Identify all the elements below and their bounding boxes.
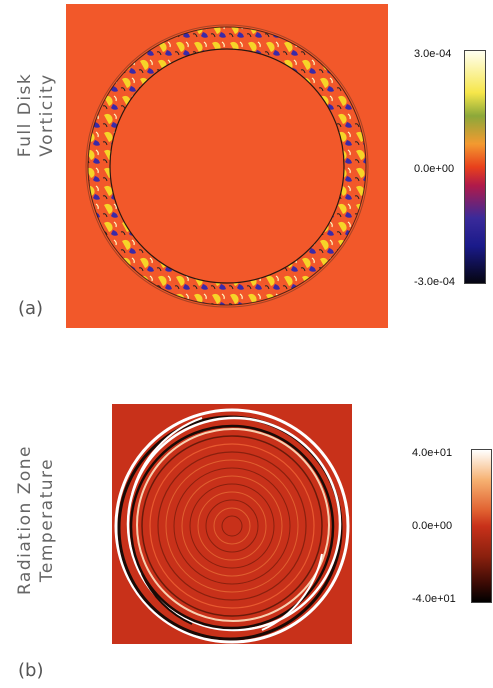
temperature-disk-image	[112, 404, 352, 644]
panel-label-a: (a)	[18, 298, 44, 319]
colorbar-b-min: -4.0e+01	[412, 593, 456, 605]
colorbar-a	[464, 50, 486, 284]
vorticity-disk-image	[66, 4, 388, 328]
ylabel-b-line1: Radiation Zone	[15, 444, 35, 596]
colorbar-a-min: -3.0e-04	[414, 276, 455, 288]
ylabel-a-line2: Vorticity	[37, 73, 57, 157]
ylabel-a-line1: Full Disk	[15, 72, 35, 158]
colorbar-b	[471, 449, 492, 603]
colorbar-b-mid: 0.0e+00	[412, 520, 453, 532]
panel-label-b: (b)	[18, 660, 44, 681]
ylabel-b-line2: Temperature	[37, 457, 57, 583]
colorbar-a-max: 3.0e-04	[414, 48, 452, 60]
ylabel-a: Full Disk Vorticity	[14, 40, 58, 190]
colorbar-b-max: 4.0e+01	[412, 447, 453, 459]
ylabel-b: Radiation Zone Temperature	[14, 420, 58, 620]
colorbar-a-mid: 0.0e+00	[414, 163, 455, 175]
